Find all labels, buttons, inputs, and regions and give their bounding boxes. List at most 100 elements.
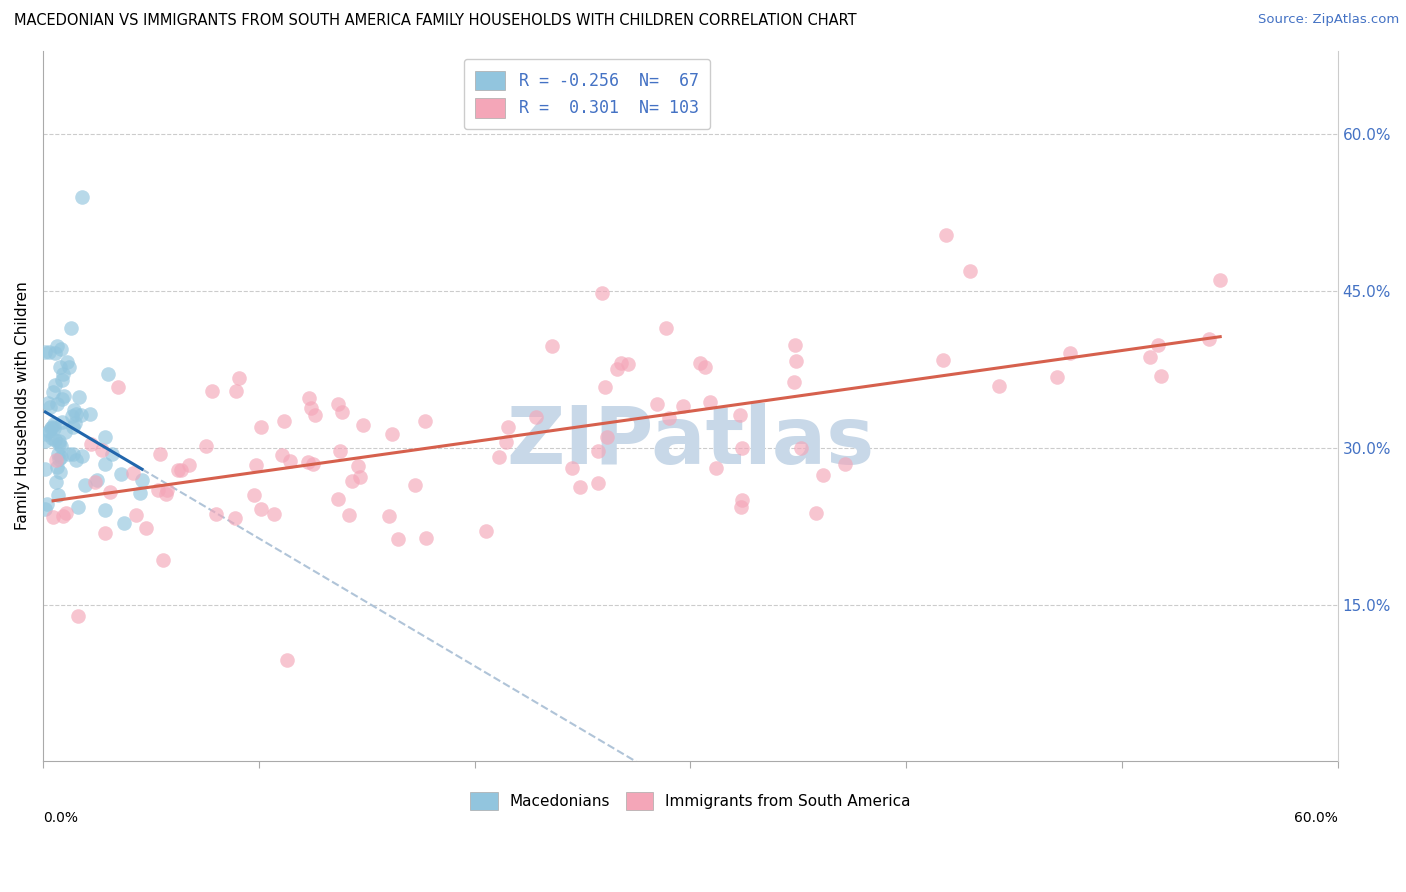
Point xyxy=(273,414,295,428)
Y-axis label: Family Households with Children: Family Households with Children xyxy=(15,282,30,531)
Point xyxy=(79,408,101,422)
Point xyxy=(42,385,65,400)
Point xyxy=(48,452,70,467)
Point xyxy=(46,339,69,353)
Point xyxy=(94,526,117,541)
Point xyxy=(125,508,148,523)
Point xyxy=(35,426,58,441)
Point xyxy=(97,367,120,381)
Point xyxy=(596,430,619,444)
Point xyxy=(129,486,152,500)
Text: ZIPatlas: ZIPatlas xyxy=(506,402,875,481)
Point xyxy=(689,355,711,369)
Point xyxy=(297,455,319,469)
Point xyxy=(339,508,361,522)
Point xyxy=(34,462,56,476)
Point xyxy=(783,375,806,389)
Point xyxy=(959,264,981,278)
Point xyxy=(45,452,67,467)
Point xyxy=(610,356,633,370)
Point xyxy=(326,492,349,507)
Point xyxy=(728,408,751,422)
Point xyxy=(156,483,179,497)
Point xyxy=(695,359,717,374)
Point xyxy=(245,458,267,472)
Point xyxy=(834,457,856,471)
Point xyxy=(495,435,517,450)
Point xyxy=(301,457,323,471)
Point xyxy=(46,488,69,502)
Text: 0.0%: 0.0% xyxy=(44,811,79,825)
Point xyxy=(46,460,69,475)
Point xyxy=(60,409,83,423)
Point xyxy=(58,359,80,374)
Point xyxy=(38,344,60,359)
Point xyxy=(131,474,153,488)
Point xyxy=(48,434,70,448)
Point xyxy=(112,516,135,531)
Point xyxy=(48,437,70,451)
Point xyxy=(55,507,77,521)
Point xyxy=(70,190,93,204)
Point xyxy=(98,485,121,500)
Point xyxy=(278,453,301,467)
Point xyxy=(135,521,157,535)
Point xyxy=(146,483,169,497)
Point xyxy=(381,427,404,442)
Point xyxy=(72,449,94,463)
Point xyxy=(65,453,87,467)
Point xyxy=(276,653,298,667)
Point xyxy=(606,362,628,376)
Point xyxy=(179,458,201,472)
Point xyxy=(1139,350,1161,364)
Point xyxy=(49,342,72,356)
Point xyxy=(671,399,693,413)
Point xyxy=(342,475,364,489)
Point xyxy=(378,508,401,523)
Point xyxy=(44,346,66,360)
Point xyxy=(107,380,129,394)
Point xyxy=(46,397,69,411)
Point xyxy=(67,500,90,514)
Point xyxy=(63,416,86,430)
Point xyxy=(52,508,75,523)
Point xyxy=(250,501,273,516)
Point xyxy=(35,497,58,511)
Point xyxy=(654,320,676,334)
Point xyxy=(304,408,326,422)
Point xyxy=(34,345,56,359)
Point xyxy=(349,469,371,483)
Point xyxy=(201,384,224,398)
Text: MACEDONIAN VS IMMIGRANTS FROM SOUTH AMERICA FAMILY HOUSEHOLDS WITH CHILDREN CORR: MACEDONIAN VS IMMIGRANTS FROM SOUTH AMER… xyxy=(14,13,856,29)
Point xyxy=(155,487,177,501)
Point xyxy=(496,420,519,434)
Point xyxy=(169,463,191,477)
Point xyxy=(588,443,610,458)
Point xyxy=(52,367,75,381)
Point xyxy=(48,465,70,479)
Point xyxy=(524,410,547,425)
Point xyxy=(93,429,115,443)
Point xyxy=(658,410,681,425)
Point xyxy=(94,503,117,517)
Point xyxy=(38,424,60,438)
Point xyxy=(488,450,510,464)
Point xyxy=(194,439,217,453)
Point xyxy=(225,384,247,399)
Point xyxy=(51,439,73,453)
Point xyxy=(121,466,143,480)
Point xyxy=(297,391,319,405)
Point xyxy=(352,417,374,432)
Point xyxy=(595,380,617,394)
Point xyxy=(53,425,76,439)
Legend: Macedonians, Immigrants from South America: Macedonians, Immigrants from South Ameri… xyxy=(463,785,918,818)
Point xyxy=(42,509,65,524)
Point xyxy=(45,475,67,489)
Point xyxy=(65,408,87,422)
Point xyxy=(90,442,112,457)
Point xyxy=(932,353,955,368)
Point xyxy=(704,461,727,475)
Point xyxy=(84,475,107,489)
Point xyxy=(988,378,1011,392)
Point xyxy=(561,461,583,475)
